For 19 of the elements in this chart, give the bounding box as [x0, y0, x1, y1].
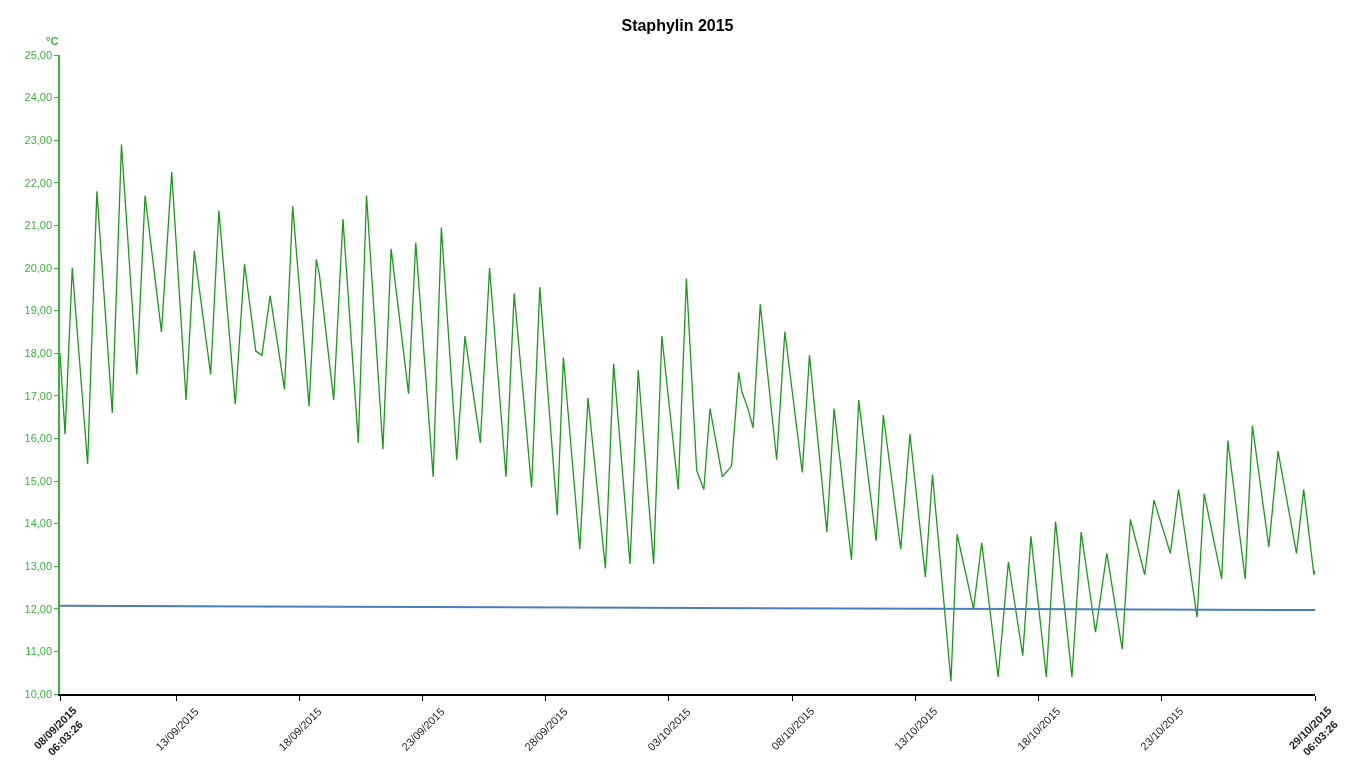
y-tick-label: 14,00 — [24, 517, 53, 530]
y-tick-label: 10,00 — [24, 687, 53, 700]
y-tick-label: 19,00 — [24, 304, 53, 317]
y-tick-label: 24,00 — [24, 91, 53, 104]
y-axis-title: °C — [46, 35, 59, 47]
y-tick-label: 22,00 — [24, 176, 53, 189]
y-tick-label: 20,00 — [24, 261, 53, 274]
y-tick-label: 16,00 — [24, 432, 53, 445]
y-tick-label: 17,00 — [24, 389, 53, 402]
chart-title: Staphylin 2015 — [621, 16, 734, 34]
y-tick-label: 15,00 — [24, 474, 53, 487]
y-tick-label: 18,00 — [24, 347, 53, 360]
y-tick-label: 23,00 — [24, 134, 53, 147]
y-tick-label: 12,00 — [24, 602, 53, 615]
line-series — [60, 143, 1315, 682]
y-tick-label: 21,00 — [24, 219, 53, 232]
y-tick-label: 13,00 — [24, 560, 53, 573]
y-tick-label: 11,00 — [25, 645, 53, 658]
y-tick-label: 25,00 — [24, 48, 53, 61]
